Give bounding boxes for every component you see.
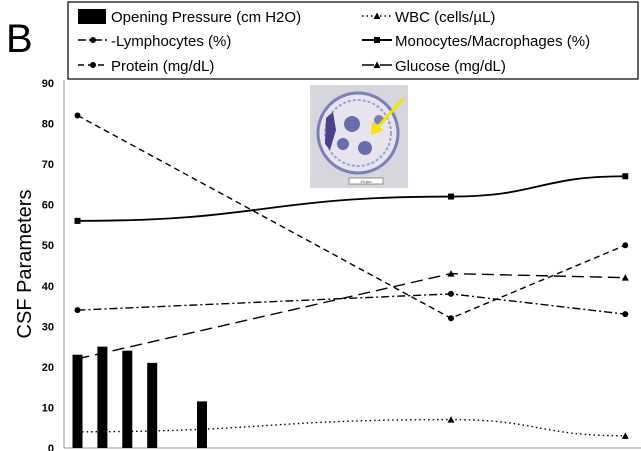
series-4 bbox=[74, 112, 629, 322]
legend-marker bbox=[90, 37, 96, 43]
scale-bar bbox=[348, 177, 384, 185]
series-line bbox=[77, 418, 626, 437]
opening-pressure-bar bbox=[147, 362, 158, 448]
y-tick-label: 80 bbox=[42, 119, 54, 131]
series-5 bbox=[74, 270, 629, 362]
series-point bbox=[622, 173, 629, 180]
series-point bbox=[74, 307, 81, 314]
opening-pressure-bar bbox=[97, 346, 108, 448]
cell-nucleus bbox=[344, 116, 360, 132]
legend-marker bbox=[90, 62, 96, 68]
legend-entry: Protein (mg/dL) bbox=[78, 58, 214, 75]
series-point bbox=[74, 428, 81, 435]
cell-nucleus bbox=[358, 141, 372, 155]
series-point bbox=[622, 311, 629, 318]
y-tick-label: 90 bbox=[42, 78, 54, 90]
series-line bbox=[77, 272, 626, 360]
y-axis-label: CSF Parameters bbox=[14, 190, 36, 339]
legend-label: -Lymphocytes (%) bbox=[111, 33, 231, 50]
legend-label: Glucose (mg/dL) bbox=[395, 58, 506, 75]
legend: Opening Pressure (cm H2O) WBC (cells/µL) -… bbox=[67, 1, 639, 80]
legend-label: Monocytes/Macrophages (%) bbox=[395, 33, 590, 50]
series-1 bbox=[74, 416, 629, 439]
legend-swatch bbox=[78, 9, 106, 24]
legend-marker bbox=[373, 12, 381, 19]
opening-pressure-bars bbox=[72, 346, 207, 448]
series-point bbox=[448, 193, 454, 200]
series-point bbox=[621, 274, 629, 281]
series-point bbox=[74, 217, 81, 224]
legend-label: Protein (mg/dL) bbox=[111, 58, 214, 75]
series-point bbox=[74, 355, 81, 362]
legend-entry: Opening Pressure (cm H2O) bbox=[78, 9, 301, 26]
micrograph-inset: 20 µm bbox=[310, 85, 408, 188]
y-tick-label: 0 bbox=[48, 443, 54, 451]
panel-label: B bbox=[6, 17, 33, 61]
cell-membranes bbox=[324, 99, 392, 167]
y-tick-label: 70 bbox=[42, 159, 54, 171]
y-tick-label: 10 bbox=[42, 402, 54, 414]
opening-pressure-bar bbox=[197, 401, 207, 448]
y-tick-label: 20 bbox=[42, 362, 54, 374]
series-line bbox=[77, 175, 626, 222]
series-2 bbox=[74, 290, 629, 318]
y-tick-label: 50 bbox=[42, 240, 54, 252]
legend-frame bbox=[67, 1, 639, 80]
legend-entry: Monocytes/Macrophages (%) bbox=[362, 33, 590, 50]
series-lines bbox=[74, 112, 629, 439]
legend-entry: WBC (cells/µL) bbox=[362, 9, 495, 26]
series-point bbox=[447, 416, 455, 423]
legend-entry: -Lymphocytes (%) bbox=[78, 33, 231, 50]
series-point bbox=[621, 432, 629, 439]
series-point bbox=[448, 315, 454, 322]
y-tick-label: 30 bbox=[42, 321, 54, 333]
y-tick-label: 60 bbox=[42, 200, 54, 212]
legend-marker bbox=[373, 61, 381, 68]
scale-bar-label: 20 µm bbox=[360, 179, 372, 184]
cell-cluster-outline bbox=[316, 91, 400, 175]
series-point bbox=[448, 290, 454, 297]
series-point bbox=[622, 242, 629, 249]
y-tick-label: 40 bbox=[42, 281, 54, 293]
opening-pressure-bar bbox=[122, 350, 133, 448]
yellow-arrow-icon bbox=[375, 96, 406, 130]
plot-axes: CSF Parameters bbox=[14, 80, 641, 449]
legend-entry: Glucose (mg/dL) bbox=[362, 58, 506, 75]
legend-marker bbox=[374, 37, 380, 43]
y-tick-labels: 0 10 20 30 40 50 60 70 80 90 bbox=[42, 78, 54, 451]
legend-label: WBC (cells/µL) bbox=[395, 9, 495, 26]
series-point bbox=[447, 270, 455, 277]
yellow-arrowhead-icon bbox=[371, 122, 384, 135]
cell-nucleus bbox=[337, 138, 349, 150]
series-3 bbox=[74, 173, 629, 224]
dark-stained-cell bbox=[325, 112, 336, 150]
series-point bbox=[74, 112, 81, 119]
opening-pressure-bar bbox=[72, 354, 83, 448]
legend-label: Opening Pressure (cm H2O) bbox=[111, 9, 301, 26]
